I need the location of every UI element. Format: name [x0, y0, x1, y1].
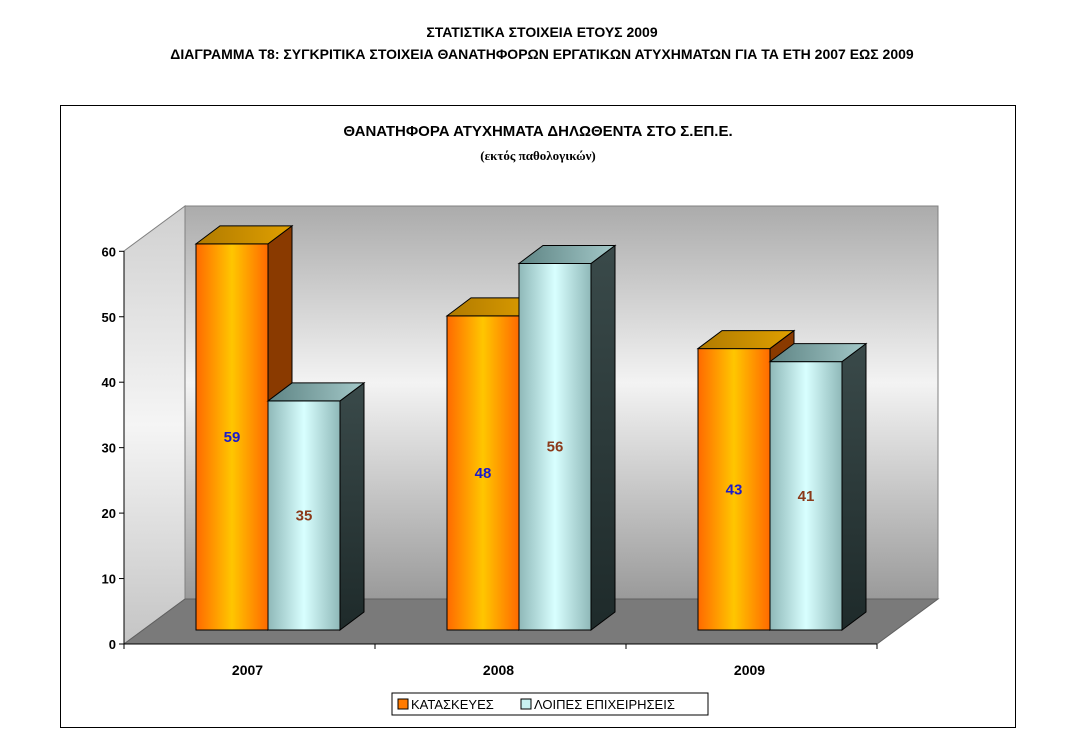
bar-side [841, 342, 867, 631]
data-label: 35 [296, 507, 313, 524]
bar-top [768, 343, 868, 363]
y-tick-label: 0 [109, 637, 116, 652]
data-label: 41 [798, 488, 815, 505]
y-tick-label: 40 [102, 375, 116, 390]
legend-label-kataskeyes: ΚΑΤΑΣΚΕΥΕΣ [411, 697, 494, 712]
bar-front [267, 400, 341, 631]
chart-frame [60, 105, 1016, 728]
bar-front [769, 361, 843, 631]
bar-top [194, 225, 294, 245]
x-tick-label-2007: 2007 [232, 662, 263, 678]
legend-box [391, 692, 709, 716]
y-tick-label: 60 [102, 244, 116, 259]
chart-title: ΘΑΝΑΤΗΦΟΡΑ ΑΤΥΧΗΜΑΤΑ ΔΗΛΩΘΕΝΤΑ ΣΤΟ Σ.ΕΠ.… [343, 123, 732, 140]
data-label: 43 [726, 481, 743, 498]
data-label: 56 [547, 439, 564, 456]
bar-2007-loipes [266, 381, 366, 631]
bar-side [339, 381, 365, 631]
bar-front [446, 315, 520, 631]
legend-swatch-loipes [520, 698, 532, 710]
y-tick-label: 10 [102, 572, 116, 587]
data-labels: 59 35 48 56 43 41 [224, 429, 815, 525]
data-label: 59 [224, 429, 241, 446]
legend-label-loipes: ΛΟΙΠΕΣ ΕΠΙΧΕΙΡΗΣΕΙΣ [534, 697, 675, 712]
bars [194, 224, 868, 631]
y-tick-label: 50 [102, 310, 116, 325]
bar-top [696, 330, 796, 350]
page-title-line1: ΣΤΑΤΙΣΤΙΚΑ ΣΤΟΙΧΕΙΑ ΕΤΟΥΣ 2009 [426, 24, 658, 40]
chart-subtitle: (εκτός παθολογικών) [480, 148, 595, 163]
y-tick-label: 20 [102, 506, 116, 521]
page-title-line2: ΔΙΑΓΡΑΜΜΑ Τ8: ΣΥΓΚΡΙΤΙΚΑ ΣΤΟΙΧΕΙΑ ΘΑΝΑΤΗ… [170, 46, 914, 62]
y-axis-ticks: 0 10 20 30 40 50 60 [102, 244, 124, 652]
bar-top [266, 382, 366, 402]
bar-2009-loipes [768, 342, 868, 631]
bar-top [517, 244, 617, 264]
x-tick-label-2008: 2008 [483, 662, 514, 678]
side-wall [123, 205, 186, 645]
bar-2008-loipes [517, 244, 617, 631]
bar-front [518, 262, 592, 631]
legend-swatch-kataskeyes [397, 698, 409, 710]
bar-front [195, 243, 269, 631]
bar-side [590, 244, 616, 631]
x-tick-label-2009: 2009 [734, 662, 765, 678]
x-axis-ticks: 2007 2008 2009 [123, 644, 878, 678]
legend: ΚΑΤΑΣΚΕΥΕΣ ΛΟΙΠΕΣ ΕΠΙΧΕΙΡΗΣΕΙΣ [391, 692, 709, 716]
y-tick-label: 30 [102, 441, 116, 456]
data-label: 48 [475, 465, 492, 482]
